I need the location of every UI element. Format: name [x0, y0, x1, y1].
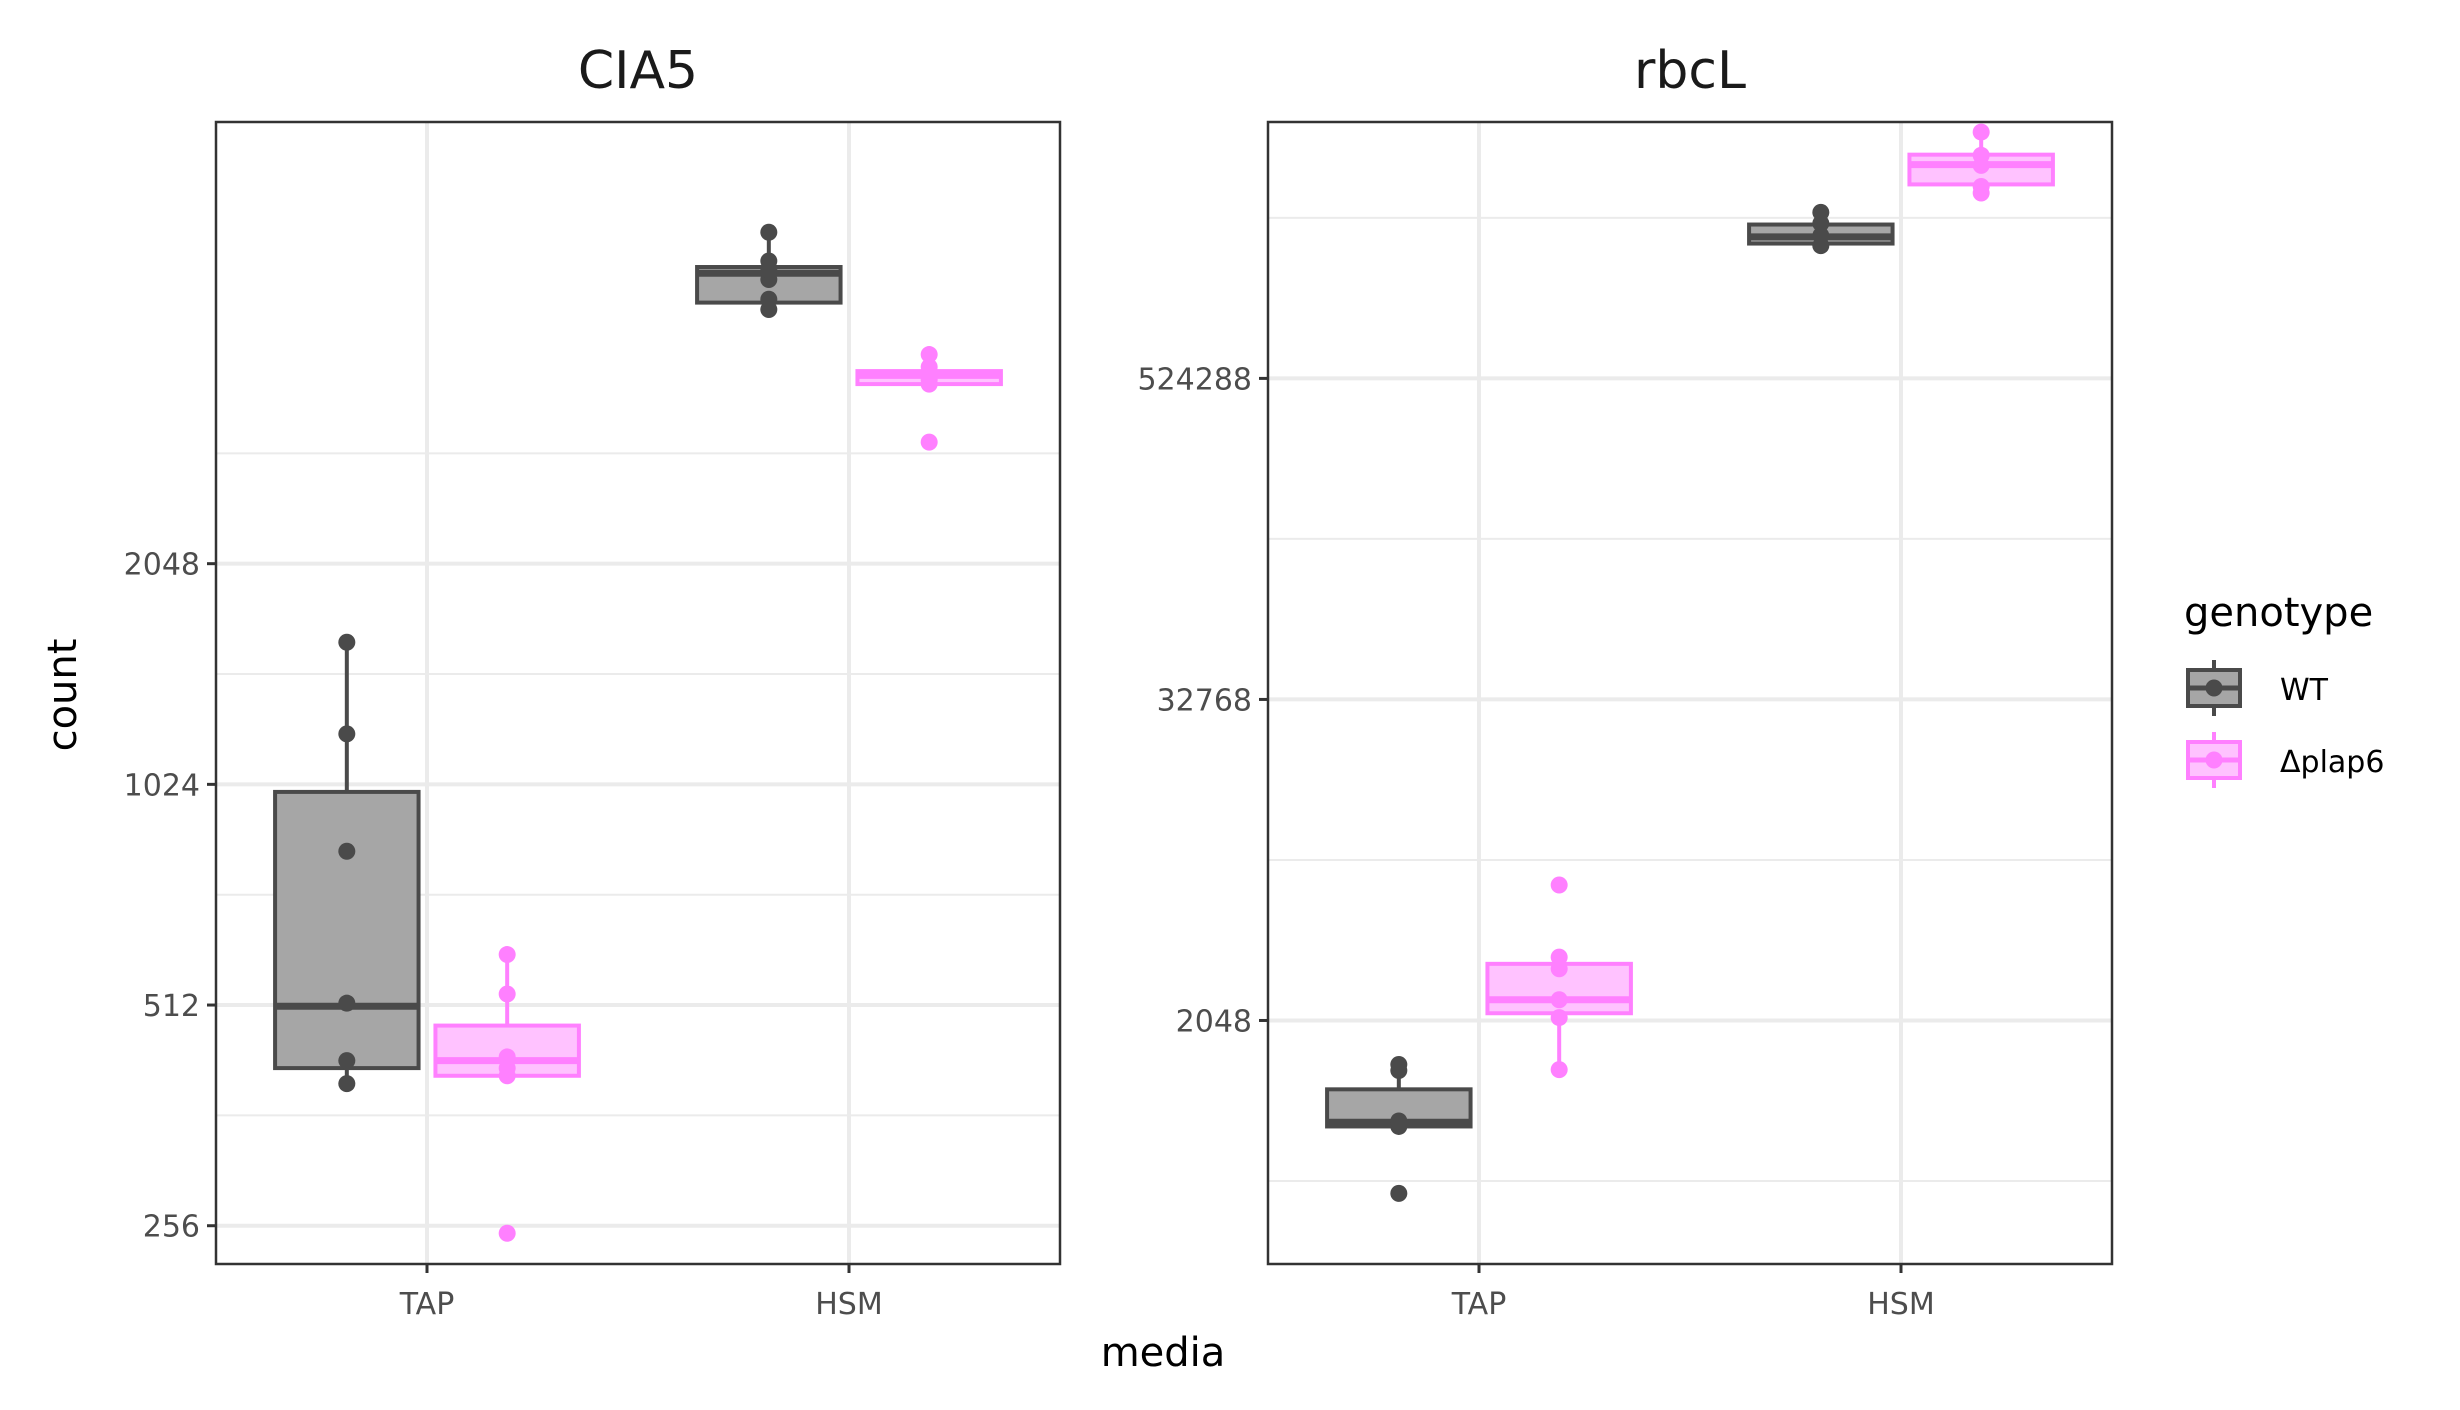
box-iqr [273, 789, 421, 1071]
data-point [1812, 227, 1830, 245]
legend-key-point [2205, 679, 2223, 697]
box-plap6-hsm [1907, 123, 2055, 202]
x-tick-label: TAP [399, 1287, 455, 1322]
data-point [1550, 1009, 1568, 1027]
y-tick-label: 1024 [124, 768, 200, 803]
y-axis-title: count [40, 639, 86, 752]
data-point [1550, 1061, 1568, 1079]
panel-rbcl: 2048 32768 524288 TAP HSM rbcL [1137, 41, 2114, 1322]
data-point [1550, 991, 1568, 1009]
box-wt-hsm [695, 223, 843, 319]
panel-cia5: 256 512 1024 2048 TAP HSM CIA5 [124, 41, 1062, 1322]
data-point [338, 842, 356, 860]
x-tick-label: HSM [815, 1287, 883, 1322]
data-point [920, 358, 938, 376]
y-tick-label: 524288 [1137, 362, 1252, 397]
box-plap6-tap [1485, 876, 1633, 1079]
data-point [1550, 876, 1568, 894]
facet-title-cia5: CIA5 [578, 41, 698, 101]
legend: genotype WT Δplap6 [2184, 590, 2384, 788]
data-point [760, 290, 778, 308]
data-point [338, 994, 356, 1012]
data-point [1390, 1184, 1408, 1202]
data-point [1972, 123, 1990, 141]
panel-border [1266, 120, 2114, 1266]
y-tick-label: 512 [143, 989, 200, 1024]
legend-keys [2186, 660, 2242, 788]
data-point [1972, 146, 1990, 164]
x-tick-label: TAP [1451, 1287, 1507, 1322]
data-point [498, 1224, 516, 1242]
panels: 256 512 1024 2048 TAP HSM CIA5 2048 32768 524288 T… [124, 41, 2114, 1322]
data-point [1390, 1112, 1408, 1130]
data-point [1390, 1056, 1408, 1074]
box-wt-tap [1325, 1056, 1473, 1202]
box-plap6-hsm [855, 346, 1003, 451]
data-point [1972, 177, 1990, 195]
y-tick-label: 32768 [1157, 683, 1252, 718]
data-point [1550, 960, 1568, 978]
data-point [498, 1048, 516, 1066]
legend-key-point [2205, 751, 2223, 769]
legend-key-plap6 [2186, 732, 2242, 788]
legend-label-wt: WT [2280, 673, 2329, 708]
data-point [920, 433, 938, 451]
facet-title-rbcl: rbcL [1634, 41, 1746, 101]
legend-title: genotype [2184, 590, 2373, 636]
plot-area [1268, 122, 2112, 1264]
box-wt-hsm [1747, 203, 1895, 255]
data-point [920, 346, 938, 364]
data-point [1812, 203, 1830, 221]
data-point [1550, 948, 1568, 966]
y-tick-label: 2048 [1176, 1004, 1252, 1039]
plot-area [216, 122, 1060, 1264]
data-point [760, 252, 778, 270]
x-axis-title: media [1101, 1330, 1226, 1376]
data-point [338, 725, 356, 743]
x-tick-label: HSM [1867, 1287, 1935, 1322]
y-tick-label: 2048 [124, 548, 200, 583]
legend-label-plap6: Δplap6 [2280, 745, 2384, 780]
box-plap6-tap [433, 946, 581, 1242]
data-point [498, 946, 516, 964]
y-tick-label: 256 [143, 1210, 200, 1245]
data-point [338, 1075, 356, 1093]
box-wt-tap [273, 633, 421, 1093]
data-point [920, 371, 938, 389]
data-point [498, 985, 516, 1003]
data-point [338, 1052, 356, 1070]
data-point [760, 223, 778, 241]
legend-key-wt [2186, 660, 2242, 716]
data-point [338, 633, 356, 651]
panel-border [214, 120, 1062, 1266]
